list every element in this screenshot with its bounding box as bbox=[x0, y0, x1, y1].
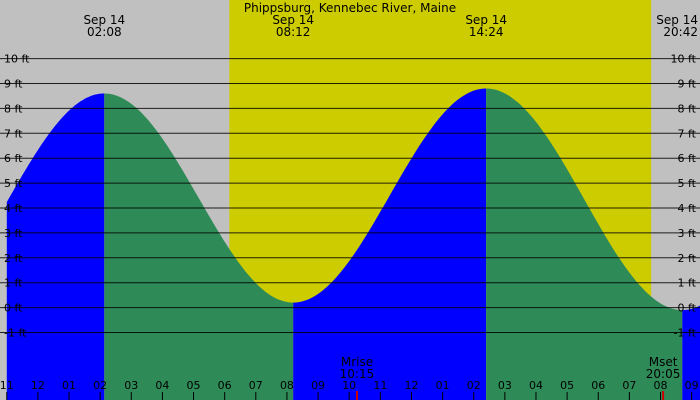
y-tick-label-left--1: -1 ft bbox=[4, 327, 27, 340]
moon-event-time-1: 20:05 bbox=[646, 367, 681, 381]
tide-event-date-3: Sep 14 bbox=[656, 13, 698, 27]
chart-title: Phippsburg, Kennebec River, Maine bbox=[244, 1, 456, 15]
y-tick-label-left-4: 4 ft bbox=[4, 202, 23, 215]
x-tick-label-2: 01 bbox=[62, 379, 76, 392]
y-tick-label-left-2: 2 ft bbox=[4, 252, 23, 265]
moon-event-time-0: 10:15 bbox=[340, 367, 375, 381]
rising-tide-area-4 bbox=[682, 305, 700, 400]
y-tick-label-right-8: 8 ft bbox=[678, 102, 697, 115]
x-tick-label-7: 06 bbox=[218, 379, 232, 392]
x-tick-label-15: 02 bbox=[467, 379, 481, 392]
x-tick-label-14: 01 bbox=[436, 379, 450, 392]
y-tick-label-right-2: 2 ft bbox=[678, 252, 697, 265]
x-tick-label-11: 10 bbox=[342, 379, 356, 392]
moon-event-label-1: Mset bbox=[649, 355, 678, 369]
y-tick-label-right--1: -1 ft bbox=[674, 327, 697, 340]
rising-tide-area-0 bbox=[6, 93, 105, 400]
y-tick-label-left-10: 10 ft bbox=[4, 53, 30, 66]
y-tick-label-right-1: 1 ft bbox=[678, 277, 697, 290]
x-tick-label-8: 07 bbox=[249, 379, 263, 392]
x-tick-label-12: 11 bbox=[373, 379, 387, 392]
y-tick-label-right-7: 7 ft bbox=[678, 127, 697, 140]
tide-event-time-3: 20:42 bbox=[663, 25, 698, 39]
y-tick-label-right-6: 6 ft bbox=[678, 152, 697, 165]
falling-tide-area-3 bbox=[486, 88, 683, 400]
y-tick-label-right-9: 9 ft bbox=[678, 78, 697, 91]
y-tick-label-left-8: 8 ft bbox=[4, 102, 23, 115]
x-tick-label-17: 04 bbox=[529, 379, 543, 392]
y-tick-label-right-5: 5 ft bbox=[678, 177, 697, 190]
y-tick-label-left-9: 9 ft bbox=[4, 78, 23, 91]
x-tick-label-21: 08 bbox=[654, 379, 668, 392]
y-tick-label-right-0: 0 ft bbox=[678, 302, 697, 315]
y-tick-label-right-3: 3 ft bbox=[678, 227, 697, 240]
y-tick-label-left-5: 5 ft bbox=[4, 177, 23, 190]
tide-event-date-2: Sep 14 bbox=[465, 13, 507, 27]
y-tick-label-right-10: 10 ft bbox=[671, 53, 697, 66]
y-tick-label-left-7: 7 ft bbox=[4, 127, 23, 140]
x-tick-label-20: 07 bbox=[622, 379, 636, 392]
tide-event-time-1: 08:12 bbox=[276, 25, 311, 39]
x-tick-label-13: 12 bbox=[404, 379, 418, 392]
x-tick-label-10: 09 bbox=[311, 379, 325, 392]
x-tick-label-5: 04 bbox=[155, 379, 169, 392]
x-tick-label-0: 11 bbox=[0, 379, 14, 392]
tide-event-time-2: 14:24 bbox=[469, 25, 504, 39]
y-tick-label-left-6: 6 ft bbox=[4, 152, 23, 165]
x-tick-label-6: 05 bbox=[187, 379, 201, 392]
tide-event-time-0: 02:08 bbox=[87, 25, 122, 39]
x-tick-label-22: 09 bbox=[685, 379, 699, 392]
y-tick-label-left-1: 1 ft bbox=[4, 277, 23, 290]
x-tick-label-1: 12 bbox=[31, 379, 45, 392]
tide-event-date-1: Sep 14 bbox=[272, 13, 314, 27]
x-tick-label-18: 05 bbox=[560, 379, 574, 392]
x-tick-label-9: 08 bbox=[280, 379, 294, 392]
x-tick-label-19: 06 bbox=[591, 379, 605, 392]
falling-tide-area-1 bbox=[104, 93, 294, 400]
x-tick-label-16: 03 bbox=[498, 379, 512, 392]
y-tick-label-left-0: 0 ft bbox=[4, 302, 23, 315]
x-tick-label-3: 02 bbox=[93, 379, 107, 392]
moon-event-label-0: Mrise bbox=[341, 355, 373, 369]
rising-tide-area-2 bbox=[293, 88, 487, 400]
y-tick-label-right-4: 4 ft bbox=[678, 202, 697, 215]
x-tick-label-4: 03 bbox=[124, 379, 138, 392]
tide-event-date-0: Sep 14 bbox=[83, 13, 125, 27]
y-tick-label-left-3: 3 ft bbox=[4, 227, 23, 240]
